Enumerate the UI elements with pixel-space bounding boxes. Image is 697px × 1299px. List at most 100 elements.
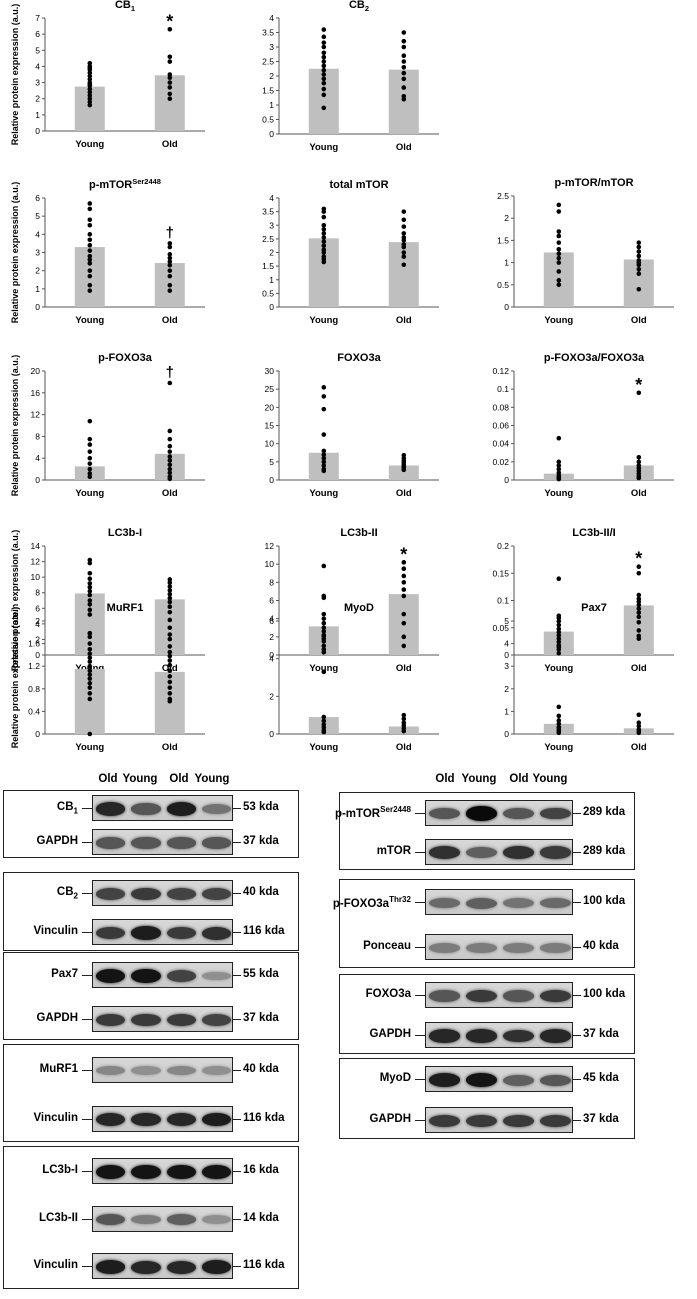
blot-kda-label: 116 kda [243,1111,285,1124]
x-tick-label: Old [631,663,647,674]
data-point [636,606,642,611]
label-tick [415,1119,425,1121]
data-point [636,564,642,570]
data-point [167,609,173,615]
label-tick [415,1035,425,1037]
protein-band [466,1073,497,1088]
y-tick-label: 0 [35,302,40,312]
data-point [636,602,642,608]
x-tick-label: Young [544,663,573,674]
significance-mark: † [166,224,174,241]
data-point [321,455,327,461]
data-point [321,620,327,626]
blot-label: p-mTORSer2448 [334,805,411,821]
blot-strip [425,799,573,826]
chart-9: LC3b-I Relative protein expression (a.u.)… [10,527,205,674]
data-point [167,458,173,463]
y-tick-label: 20 [31,366,41,376]
data-point [321,432,327,437]
data-point [87,222,93,228]
data-point [401,224,407,229]
data-point [167,282,173,288]
data-point [87,257,93,263]
data-point [401,634,407,640]
data-point [321,44,327,50]
blot-label: Pax7 [51,968,78,980]
data-point [556,255,562,261]
data-point [556,229,562,234]
x-tick-label: Old [162,488,178,499]
data-point [401,560,407,565]
data-point [87,646,93,652]
data-point [87,663,93,669]
y-tick-label: 1 [504,258,509,268]
blot-strip [92,1253,233,1280]
data-point [401,231,407,236]
data-point [636,390,642,396]
data-point [87,442,93,447]
data-point [87,655,93,661]
data-point [87,659,93,664]
x-tick-label: Old [631,742,647,753]
data-point [556,633,562,638]
protein-band [96,1013,126,1027]
data-point [636,262,642,268]
data-point [321,643,327,649]
y-tick-label: 3 [504,661,509,671]
blot-label: Vinculin [33,1259,78,1272]
blot-strip [425,838,573,865]
data-point [401,250,407,255]
blot-label: CB2 [56,885,78,901]
y-tick-label: 2 [35,616,40,626]
blot-kda-label: 289 kda [583,805,626,818]
data-point [321,34,327,40]
data-point [167,54,173,60]
blot-label: LC3b-I [42,1163,78,1176]
data-point [556,644,562,650]
data-point [636,730,642,736]
y-tick-label: 20 [265,402,275,412]
lane-header: Young [532,773,568,785]
data-point [321,222,327,228]
data-point [556,651,562,656]
y-tick-label: 0.08 [492,402,509,412]
y-tick-label: 15 [265,421,275,431]
data-point [556,626,562,632]
data-point [401,566,407,572]
kda-tick [573,995,581,997]
protein-band [131,969,161,983]
data-point [87,696,93,702]
protein-band [503,1114,534,1127]
protein-band [201,1112,231,1127]
y-tick-label: 1.5 [262,86,274,96]
chart-title: LC3b-II [340,527,377,539]
data-point [87,201,93,206]
data-point [87,273,93,279]
lane-header: Young [461,773,497,785]
data-point [321,649,327,655]
data-point [321,616,327,621]
data-point [167,428,173,434]
protein-band [429,1029,460,1043]
label-tick [82,932,92,934]
blot-kda-label: 53 kda [243,801,279,813]
protein-band [96,1260,126,1274]
data-point [167,617,173,623]
protein-band [429,942,460,953]
y-tick-label: 0.06 [492,421,509,431]
data-point [401,593,407,599]
y-tick-label: 0.1 [497,384,509,394]
data-point [636,266,642,272]
blot-kda-label: 37 kda [243,835,279,847]
blot-label: Ponceau [363,939,411,952]
data-point [87,592,93,598]
y-tick-label: 4 [269,654,274,664]
y-tick-label: 8 [35,588,40,598]
protein-band [466,1114,497,1127]
data-point [87,282,93,288]
protein-band [166,1260,196,1274]
protein-band [131,1066,161,1075]
blot-label: Vinculin [33,1111,78,1124]
data-point [636,614,642,620]
data-point [167,674,173,679]
